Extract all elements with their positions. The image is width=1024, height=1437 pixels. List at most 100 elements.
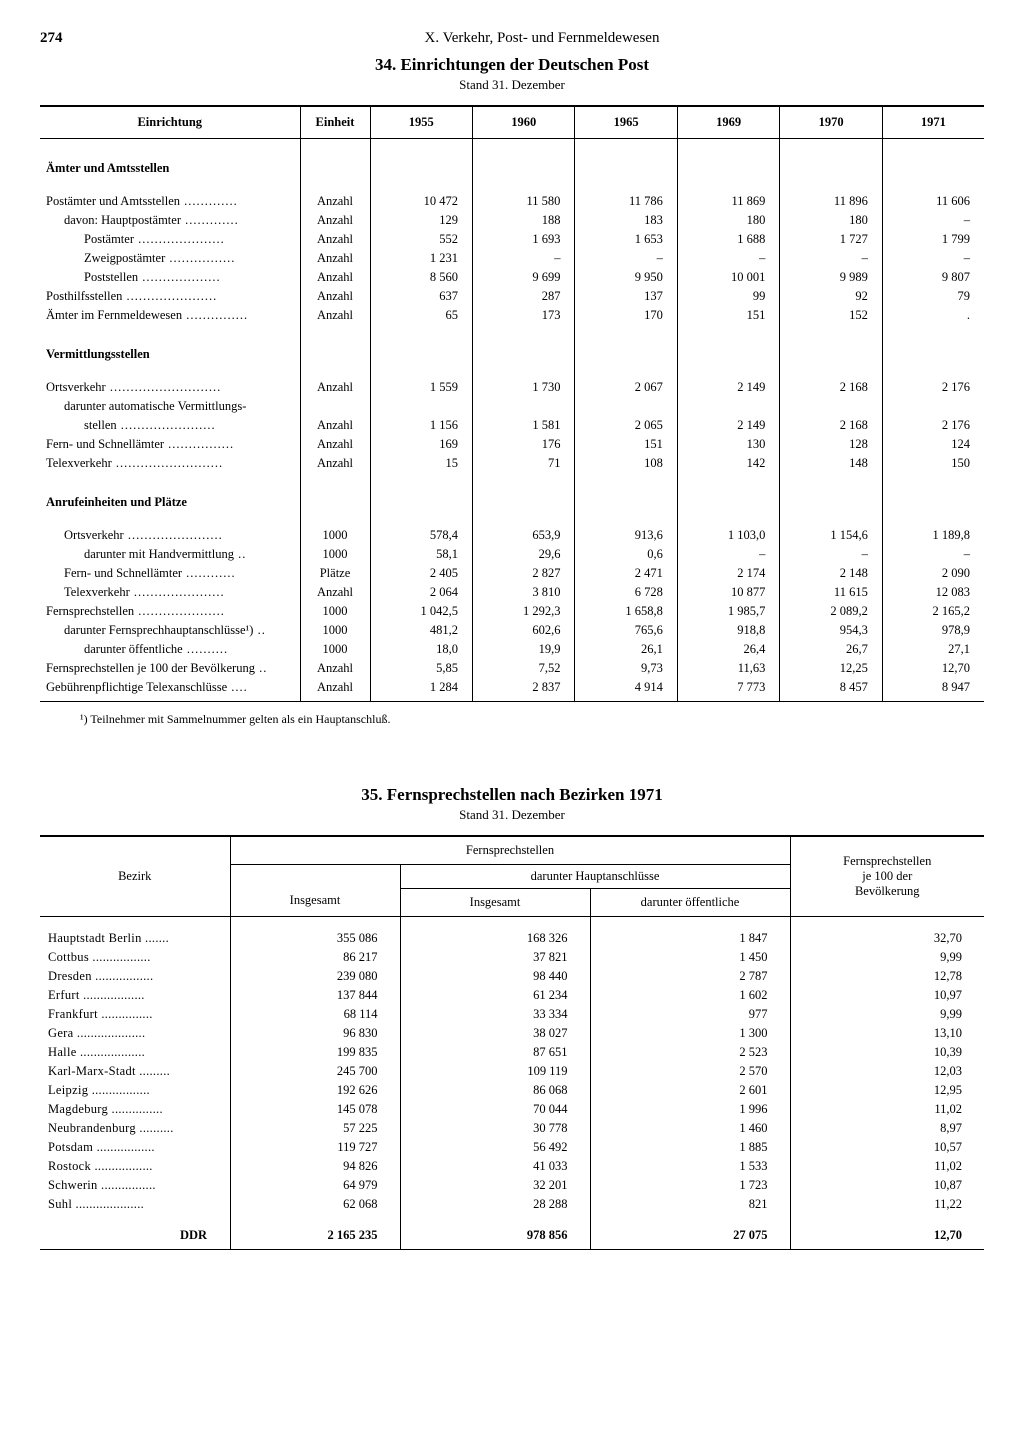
t35-value: 2 570 xyxy=(590,1062,790,1081)
t34-value: 188 xyxy=(472,211,574,230)
t34-value: 2 168 xyxy=(780,378,882,397)
t34-value xyxy=(780,397,882,416)
t34-col-5: 1969 xyxy=(677,106,779,139)
t35-bezirk: Magdeburg ............... xyxy=(40,1100,230,1119)
table35-title: 35. Fernsprechstellen nach Bezirken 1971 xyxy=(40,785,984,805)
t34-value: – xyxy=(472,249,574,268)
t35-bezirk: Rostock ................. xyxy=(40,1157,230,1176)
t34-value: – xyxy=(882,545,984,564)
t35-value: 98 440 xyxy=(400,967,590,986)
t34-value: 978,9 xyxy=(882,621,984,640)
t34-value: 954,3 xyxy=(780,621,882,640)
t34-value: 11 786 xyxy=(575,192,677,211)
t35-value: 96 830 xyxy=(230,1024,400,1043)
t34-row-label: Zweigpostämter ................ xyxy=(40,249,300,268)
t34-value: 4 914 xyxy=(575,678,677,702)
t34-value: 151 xyxy=(575,435,677,454)
t34-row-label: Telexverkehr ...................... xyxy=(40,583,300,602)
t35-bezirk: Frankfurt ............... xyxy=(40,1005,230,1024)
t35-value: 355 086 xyxy=(230,917,400,949)
t35-total-value: 27 075 xyxy=(590,1214,790,1250)
t34-value: – xyxy=(575,249,677,268)
t35-value: 10,39 xyxy=(790,1043,984,1062)
t35-h-insg2: Insgesamt xyxy=(400,889,590,917)
t34-col-6: 1970 xyxy=(780,106,882,139)
t35-value: 1 885 xyxy=(590,1138,790,1157)
t34-value: 18,0 xyxy=(370,640,472,659)
t34-value: 552 xyxy=(370,230,472,249)
t35-bezirk: Leipzig ................. xyxy=(40,1081,230,1100)
t34-value: . xyxy=(882,306,984,325)
t34-value: 152 xyxy=(780,306,882,325)
t35-h-haupt: darunter Hauptanschlüsse xyxy=(400,865,790,889)
t34-value: – xyxy=(677,545,779,564)
t34-value xyxy=(575,397,677,416)
t34-value: 2 405 xyxy=(370,564,472,583)
t34-unit: Anzahl xyxy=(300,211,370,230)
t34-value: 11 615 xyxy=(780,583,882,602)
t34-value: 8 457 xyxy=(780,678,882,702)
t34-value: 180 xyxy=(780,211,882,230)
t34-value: 2 176 xyxy=(882,416,984,435)
t34-value: 108 xyxy=(575,454,677,473)
t34-value: 2 176 xyxy=(882,378,984,397)
t34-value: 1 653 xyxy=(575,230,677,249)
t34-value: 1 730 xyxy=(472,378,574,397)
t34-value: 176 xyxy=(472,435,574,454)
t34-value xyxy=(677,397,779,416)
t34-value: 2 174 xyxy=(677,564,779,583)
chapter-title: X. Verkehr, Post- und Fernmeldewesen xyxy=(100,30,984,47)
t34-row-label: Fern- und Schnellämter ............ xyxy=(40,564,300,583)
t35-value: 977 xyxy=(590,1005,790,1024)
t34-value: 12,25 xyxy=(780,659,882,678)
t34-value: – xyxy=(780,249,882,268)
t34-unit: Anzahl xyxy=(300,678,370,702)
table34-footnote: ¹) Teilnehmer mit Sammelnummer gelten al… xyxy=(80,712,984,727)
table34-title: 34. Einrichtungen der Deutschen Post xyxy=(40,55,984,75)
t35-value: 32 201 xyxy=(400,1176,590,1195)
t35-value: 12,03 xyxy=(790,1062,984,1081)
t35-bezirk: Karl-Marx-Stadt ......... xyxy=(40,1062,230,1081)
t35-h-oeff: darunter öffentliche xyxy=(590,889,790,917)
t34-value: 173 xyxy=(472,306,574,325)
t34-value: 29,6 xyxy=(472,545,574,564)
t34-value: 2 149 xyxy=(677,416,779,435)
t34-value: 11,63 xyxy=(677,659,779,678)
t34-value: 765,6 xyxy=(575,621,677,640)
t34-value: 26,4 xyxy=(677,640,779,659)
t35-value: 32,70 xyxy=(790,917,984,949)
t34-unit: 1000 xyxy=(300,602,370,621)
t34-value xyxy=(882,397,984,416)
t35-h-per100: Fernsprechstellen je 100 der Bevölkerung xyxy=(790,836,984,917)
t35-value: 192 626 xyxy=(230,1081,400,1100)
t34-unit: Anzahl xyxy=(300,659,370,678)
t34-value: 11 606 xyxy=(882,192,984,211)
t34-col-0: Einrichtung xyxy=(40,106,300,139)
t34-value: 142 xyxy=(677,454,779,473)
t35-value: 13,10 xyxy=(790,1024,984,1043)
t34-row-label: Ortsverkehr ........................... xyxy=(40,378,300,397)
t34-value: 1 292,3 xyxy=(472,602,574,621)
t34-value xyxy=(472,397,574,416)
t34-row-label: darunter mit Handvermittlung .. xyxy=(40,545,300,564)
t35-value: 109 119 xyxy=(400,1062,590,1081)
t34-unit: Anzahl xyxy=(300,306,370,325)
t35-h-insg: Insgesamt xyxy=(230,865,400,917)
t34-value: 183 xyxy=(575,211,677,230)
t35-h-fern: Fernsprechstellen xyxy=(230,836,790,865)
t34-value: 918,8 xyxy=(677,621,779,640)
t35-value: 1 723 xyxy=(590,1176,790,1195)
t34-section-heading: Vermittlungsstellen xyxy=(40,335,300,368)
t35-bezirk: Neubrandenburg .......... xyxy=(40,1119,230,1138)
t35-value: 168 326 xyxy=(400,917,590,949)
t35-value: 2 601 xyxy=(590,1081,790,1100)
t34-value: 151 xyxy=(677,306,779,325)
t34-value: 8 947 xyxy=(882,678,984,702)
t34-value: 65 xyxy=(370,306,472,325)
t34-col-3: 1960 xyxy=(472,106,574,139)
t34-value: 8 560 xyxy=(370,268,472,287)
t34-row-label: davon: Hauptpostämter ............. xyxy=(40,211,300,230)
t34-value: 129 xyxy=(370,211,472,230)
t34-value: 79 xyxy=(882,287,984,306)
t34-value: 180 xyxy=(677,211,779,230)
